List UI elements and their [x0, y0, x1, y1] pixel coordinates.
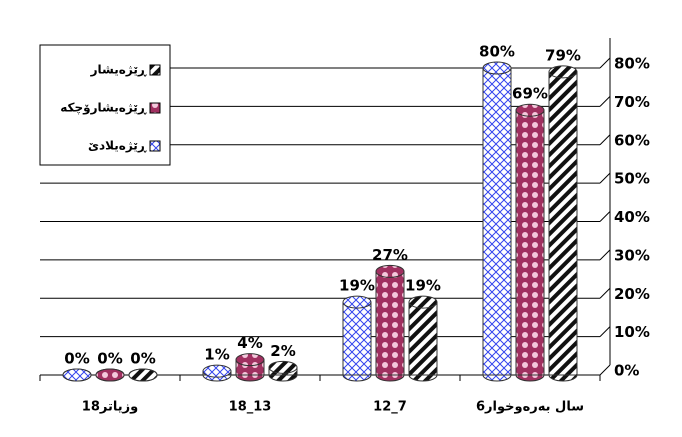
- y-tick: [599, 364, 611, 376]
- x-tick-label: 18_13: [229, 400, 272, 415]
- bar: [375, 270, 405, 376]
- y-tick: [599, 249, 611, 261]
- data-label: 1%: [204, 346, 229, 364]
- bar-top: [408, 295, 438, 309]
- bar: [515, 109, 545, 376]
- legend-label: ڕێژەیلادێ: [88, 139, 148, 153]
- y-tick-label: 30%: [614, 246, 650, 264]
- plot-area: 0% 10% 20% 30% 40% 50% 60% 70% 80% 18وزیاتر 0% 0% 0%…: [39, 38, 650, 415]
- data-label: 27%: [372, 246, 408, 264]
- y-tick: [599, 287, 611, 299]
- legend-swatch: [149, 102, 161, 114]
- bar-top: [548, 65, 578, 79]
- y-tick: [599, 211, 611, 222]
- bar-top: [235, 353, 265, 367]
- y-tick: [599, 326, 611, 337]
- y-tick-label: 80%: [614, 55, 650, 73]
- legend-label: ڕێژەیشارۆچکە: [60, 101, 148, 116]
- data-label: 80%: [479, 43, 515, 61]
- y-tick: [599, 172, 611, 184]
- y-tick: [599, 96, 611, 107]
- data-label: 69%: [512, 85, 548, 103]
- data-label: 0%: [130, 350, 155, 368]
- y-tick-label: 10%: [614, 323, 650, 341]
- bar-top: [482, 61, 512, 75]
- y-tick-label: 70%: [614, 93, 650, 111]
- data-label: 2%: [270, 342, 295, 360]
- y-tick-label: 60%: [614, 131, 650, 149]
- legend-swatch: [149, 64, 161, 76]
- bar-top: [95, 368, 125, 382]
- bar-top: [375, 264, 405, 278]
- bar-top: [62, 368, 92, 382]
- x-tick-label: 12_7: [373, 400, 407, 415]
- bar: [482, 67, 512, 376]
- bar-top: [128, 368, 158, 382]
- bar-top: [268, 360, 298, 374]
- x-tick-label: 18وزیاتر: [82, 400, 138, 415]
- data-label: 4%: [237, 334, 262, 352]
- data-label: 19%: [339, 277, 375, 295]
- x-tick-label: 6سال بەرەوخوار: [476, 400, 584, 415]
- legend-swatch: [149, 140, 161, 152]
- legend-label: ڕێژەیشار: [90, 63, 148, 77]
- bar-top: [202, 364, 232, 378]
- y-tick: [599, 134, 611, 146]
- bar: [548, 71, 578, 376]
- y-tick-label: 0%: [614, 362, 639, 380]
- y-tick-label: 20%: [614, 285, 650, 303]
- bar: [342, 301, 372, 376]
- y-tick: [599, 57, 611, 69]
- data-label: 0%: [97, 350, 122, 368]
- data-label: 79%: [545, 46, 581, 64]
- data-label: 19%: [405, 277, 441, 295]
- data-label: 0%: [64, 350, 89, 368]
- y-tick-label: 40%: [614, 208, 650, 226]
- y-tick-label: 50%: [614, 170, 650, 188]
- bar: [408, 301, 438, 376]
- bar-top: [342, 295, 372, 309]
- bar-top: [515, 103, 545, 117]
- legend: [39, 44, 171, 166]
